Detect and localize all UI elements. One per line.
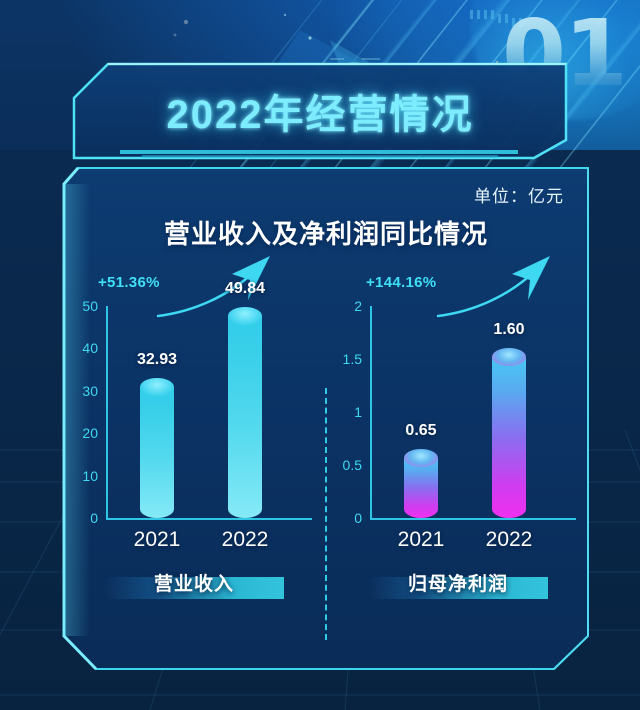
panel-subtitle: 营业收入及净利润同比情况 xyxy=(163,219,488,249)
bar-body xyxy=(140,387,174,518)
bar-category-label: 2021 xyxy=(397,528,445,551)
growth-arrow-net-profit xyxy=(436,256,550,318)
ytick-net-profit: 0.5 xyxy=(342,457,362,473)
x-axis-net-profit xyxy=(370,518,576,520)
ytick-revenue: 30 xyxy=(82,382,98,399)
series-label-text: 营业收入 xyxy=(153,573,234,595)
chart-net-profit: +144.16% 2 1.5 1 0.5 0 0. xyxy=(326,256,590,610)
bar-cap xyxy=(228,306,262,325)
ytick-net-profit: 1 xyxy=(354,404,362,420)
growth-arrow-revenue xyxy=(156,256,270,318)
bar-net-profit-2021: 0.65 2021 xyxy=(398,422,445,551)
x-axis-revenue xyxy=(106,518,312,520)
y-axis-net-profit xyxy=(370,306,372,518)
plot-revenue: 50 40 30 20 10 0 32.93 2021 xyxy=(82,280,312,551)
series-label-net-profit: 归母净利润 xyxy=(326,565,590,599)
content-panel: 单位：亿元 营业收入及净利润同比情况 +51.36% 50 40 3 xyxy=(62,166,590,671)
bar-value-label: 1.60 xyxy=(493,321,525,339)
unit-label: 单位：亿元 xyxy=(474,187,564,206)
banner-title: 2022年经营情况 xyxy=(166,93,474,137)
bar-revenue-2022: 49.84 2022 xyxy=(222,280,269,551)
ytick-revenue: 20 xyxy=(82,425,98,442)
bar-cap xyxy=(140,378,174,397)
plot-net-profit: 2 1.5 1 0.5 0 0.65 2021 1.60 xyxy=(343,298,576,551)
bar-revenue-2021: 32.93 2021 xyxy=(134,351,181,551)
chart-divider xyxy=(325,388,327,640)
ytick-revenue: 50 xyxy=(82,298,98,314)
bar-value-label: 32.93 xyxy=(136,351,178,369)
ytick-net-profit: 1.5 xyxy=(342,351,362,367)
bar-body xyxy=(492,357,526,518)
ytick-revenue: 40 xyxy=(82,340,98,357)
bar-body xyxy=(404,458,438,518)
series-label-bg xyxy=(104,577,284,599)
bar-cap xyxy=(492,348,526,367)
series-label-revenue: 营业收入 xyxy=(62,565,326,599)
bar-net-profit-2022: 1.60 2022 xyxy=(486,321,533,551)
chart-revenue: +51.36% 50 40 30 20 10 0 xyxy=(62,256,326,610)
bar-cap xyxy=(404,449,438,468)
ytick-net-profit: 2 xyxy=(354,298,362,314)
growth-badge-revenue: +51.36% xyxy=(98,274,160,291)
bar-body xyxy=(228,315,262,518)
ytick-revenue: 10 xyxy=(82,467,98,484)
bar-value-label: 0.65 xyxy=(405,422,437,440)
bar-value-label: 49.84 xyxy=(224,279,266,297)
series-label-text: 归母净利润 xyxy=(407,573,508,595)
series-labels: 营业收入 归母净利润 xyxy=(62,565,590,599)
series-label-bg xyxy=(368,577,548,599)
ytick-revenue: 0 xyxy=(90,510,98,526)
bar-category-label: 2022 xyxy=(485,528,533,551)
ytick-net-profit: 0 xyxy=(354,510,362,526)
y-axis-revenue xyxy=(106,306,108,518)
title-banner: 2022年经营情况 xyxy=(72,62,568,160)
bar-category-label: 2022 xyxy=(221,528,269,551)
charts-row: +51.36% 50 40 30 20 10 0 xyxy=(62,256,590,640)
bar-category-label: 2021 xyxy=(133,528,181,551)
growth-badge-net-profit: +144.16% xyxy=(366,274,437,291)
